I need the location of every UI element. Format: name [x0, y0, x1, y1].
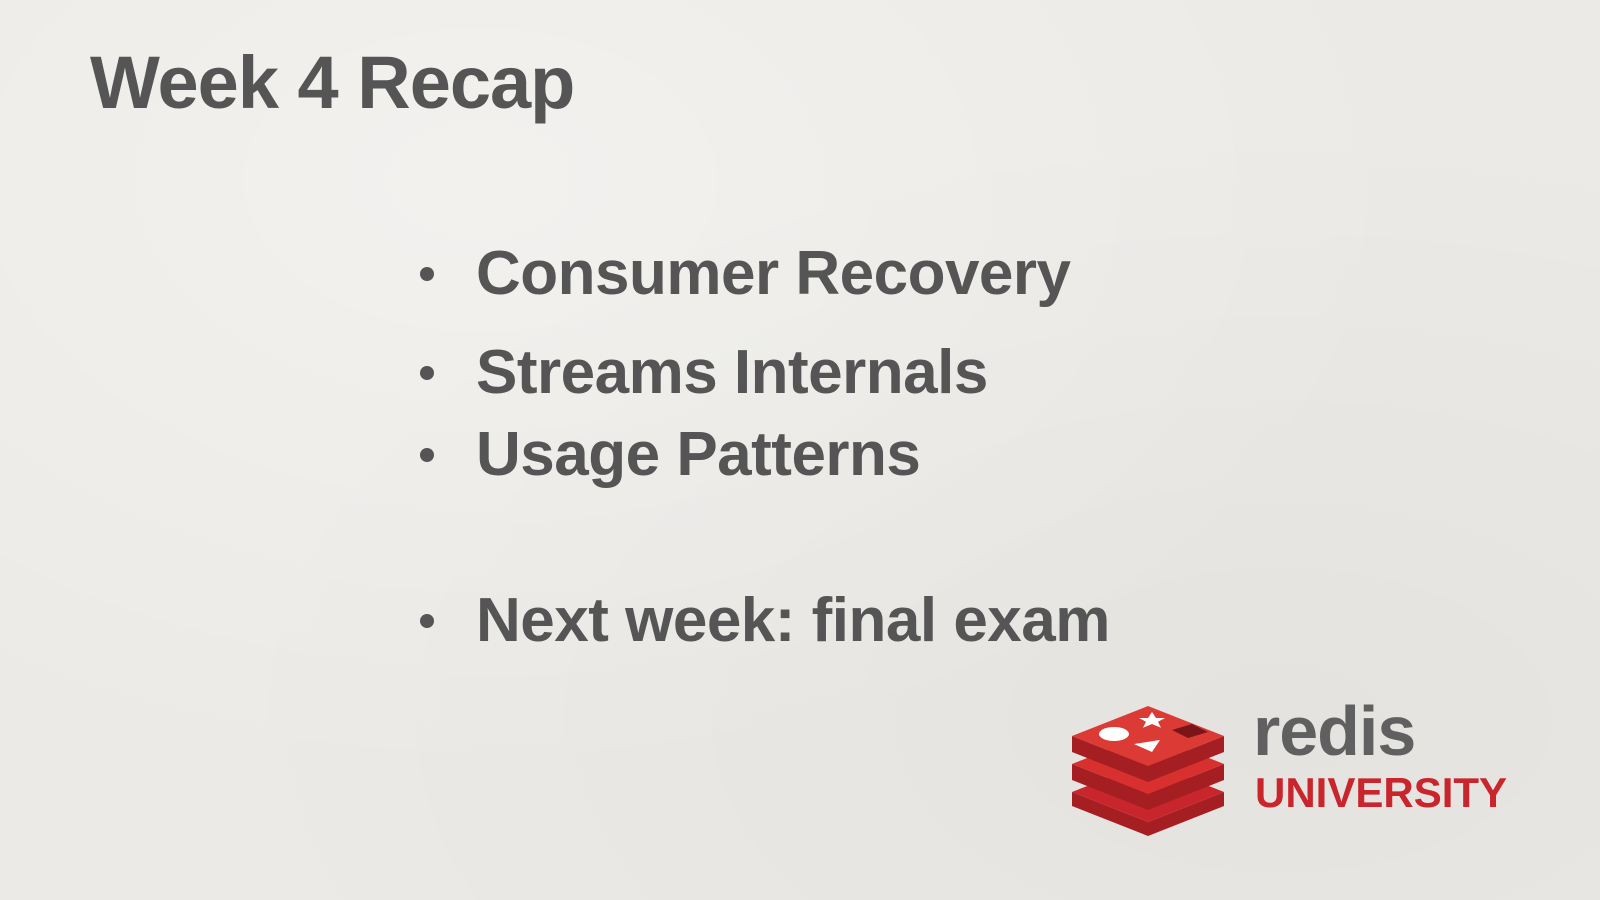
bullet-text: Streams Internals: [476, 338, 988, 407]
bullet-text: Usage Patterns: [476, 420, 921, 489]
bullet-dot-icon: [420, 267, 434, 281]
bullet-item: Usage Patterns: [420, 420, 921, 489]
bullet-item: Next week: final exam: [420, 590, 1110, 652]
university-label: UNIVERSITY: [1255, 769, 1508, 816]
bullet-dot-icon: [420, 614, 434, 628]
bullet-dot-icon: [420, 366, 434, 380]
slide-title: Week 4 Recap: [90, 41, 575, 124]
redis-cube-icon: [1072, 706, 1224, 836]
bullet-dot-icon: [420, 448, 434, 462]
redis-university-logo: redis UNIVERSITY: [1068, 696, 1528, 840]
bullet-item: Streams Internals: [420, 342, 988, 404]
bullet-item: Consumer Recovery: [420, 243, 1071, 305]
bullet-text: Consumer Recovery: [476, 239, 1071, 308]
redis-wordmark: redis: [1253, 692, 1416, 770]
bullet-text: Next week: final exam: [476, 586, 1110, 655]
